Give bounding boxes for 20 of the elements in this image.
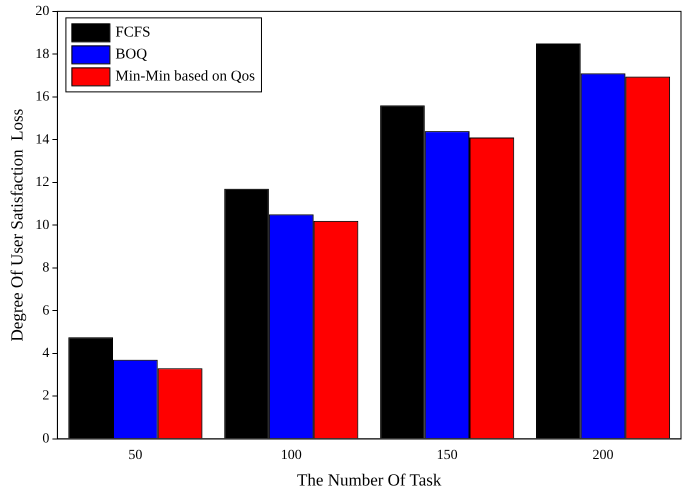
y-tick-label: 12 xyxy=(35,175,50,190)
x-tick-label: 150 xyxy=(436,448,458,463)
y-tick-label: 20 xyxy=(35,4,50,20)
y-tick-label: 6 xyxy=(42,303,50,318)
y-tick-label: 16 xyxy=(35,90,50,105)
y-tick-label: 10 xyxy=(35,218,50,233)
y-tick-label: 0 xyxy=(42,431,50,446)
y-tick-label: 2 xyxy=(42,388,50,404)
y-tick-label: 14 xyxy=(35,132,50,148)
y-tick-label: 8 xyxy=(42,260,50,276)
x-axis-title: The Number Of Task xyxy=(297,470,442,490)
y-tick-label: 4 xyxy=(42,346,50,361)
legend-label: BOQ xyxy=(115,46,148,62)
legend-label: Min-Min based on Qos xyxy=(115,68,256,84)
x-tick-label: 200 xyxy=(592,448,614,463)
y-axis-title: Degree Of User Satisfaction Loss xyxy=(8,108,27,342)
x-tick-label: 50 xyxy=(128,448,142,463)
x-tick-label: 100 xyxy=(280,448,302,463)
legend-label: FCFS xyxy=(115,24,150,40)
y-tick-label: 18 xyxy=(35,46,50,62)
